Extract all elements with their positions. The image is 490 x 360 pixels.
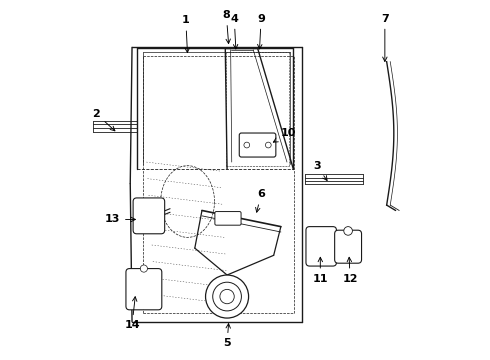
Text: 6: 6 [256, 189, 265, 212]
Text: 14: 14 [124, 297, 140, 330]
Text: 9: 9 [257, 14, 265, 49]
Text: 7: 7 [381, 14, 389, 62]
FancyBboxPatch shape [215, 212, 241, 225]
FancyBboxPatch shape [335, 230, 362, 263]
Text: 2: 2 [92, 109, 115, 131]
Text: 12: 12 [343, 257, 358, 284]
Text: 13: 13 [105, 215, 135, 224]
Circle shape [205, 275, 248, 318]
Circle shape [344, 226, 352, 235]
Text: 11: 11 [313, 257, 328, 284]
FancyBboxPatch shape [306, 226, 337, 266]
Text: 5: 5 [223, 324, 231, 348]
Text: 1: 1 [182, 15, 190, 53]
Text: 4: 4 [230, 14, 238, 49]
FancyBboxPatch shape [239, 133, 276, 157]
Text: 10: 10 [273, 129, 296, 142]
Text: 3: 3 [313, 161, 327, 180]
FancyBboxPatch shape [126, 269, 162, 310]
Text: 8: 8 [222, 10, 230, 44]
Circle shape [244, 142, 250, 148]
FancyBboxPatch shape [133, 198, 165, 234]
Circle shape [266, 142, 271, 148]
Circle shape [140, 265, 147, 272]
